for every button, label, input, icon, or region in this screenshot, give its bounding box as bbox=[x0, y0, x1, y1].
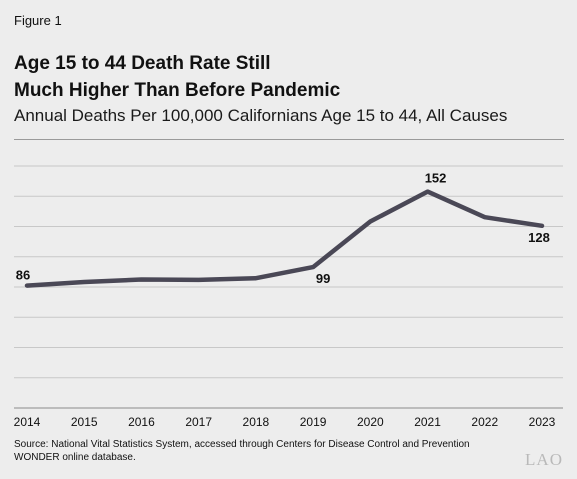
chart-subtitle: Annual Deaths Per 100,000 Californians A… bbox=[14, 106, 508, 125]
source-line-1: Source: National Vital Statistics System… bbox=[14, 439, 470, 450]
x-axis-tick-labels: 2014 2015 2016 2017 2018 2019 2020 2021 2022 2023 bbox=[14, 415, 556, 429]
source-line-2: WONDER online database. bbox=[14, 452, 136, 463]
data-label: 86 bbox=[16, 268, 30, 283]
data-labels: 86 99 152 128 bbox=[16, 171, 550, 286]
x-tick-label: 2020 bbox=[357, 415, 384, 429]
series-line bbox=[24, 189, 545, 288]
x-tick-label: 2016 bbox=[128, 415, 155, 429]
x-tick-label: 2017 bbox=[185, 415, 212, 429]
chart-title: Age 15 to 44 Death Rate Still Much Highe… bbox=[14, 50, 340, 104]
x-tick-label: 2015 bbox=[71, 415, 98, 429]
x-tick-label: 2019 bbox=[300, 415, 327, 429]
x-tick-label: 2023 bbox=[529, 415, 556, 429]
figure-label: Figure 1 bbox=[14, 13, 62, 28]
x-tick-label: 2018 bbox=[243, 415, 270, 429]
gridlines bbox=[14, 165, 563, 409]
x-tick-label: 2021 bbox=[414, 415, 441, 429]
title-line-2: Much Higher Than Before Pandemic bbox=[14, 80, 341, 101]
x-tick-label: 2014 bbox=[14, 415, 41, 429]
x-tick-label: 2022 bbox=[471, 415, 498, 429]
header-rule bbox=[14, 139, 564, 140]
data-label: 128 bbox=[528, 230, 550, 245]
lao-logo: LAO bbox=[525, 450, 563, 469]
data-label: 99 bbox=[316, 271, 330, 286]
title-line-1: Age 15 to 44 Death Rate Still bbox=[14, 53, 271, 74]
source-note: Source: National Vital Statistics System… bbox=[14, 438, 514, 464]
data-label: 152 bbox=[425, 171, 447, 186]
